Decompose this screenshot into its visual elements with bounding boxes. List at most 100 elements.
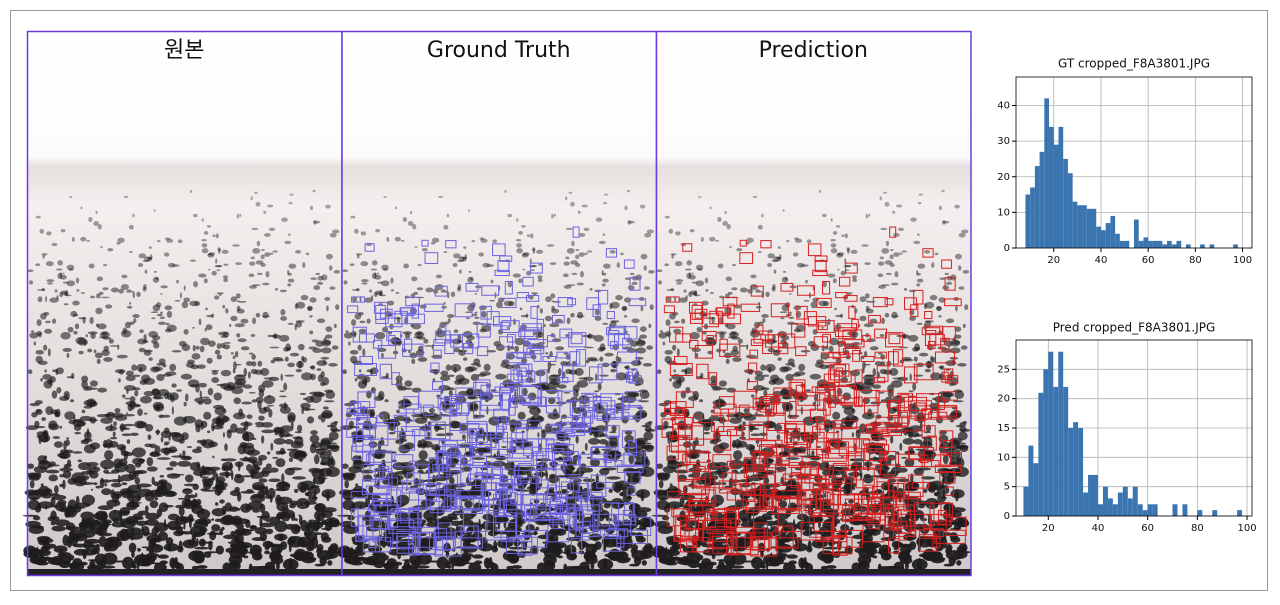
bar [1138, 504, 1143, 516]
bar [1162, 244, 1167, 248]
bar [1133, 487, 1138, 516]
y-tick-label: 0 [1004, 511, 1010, 522]
bar [1134, 220, 1139, 249]
bar [1030, 187, 1035, 248]
x-tick-label: 40 [1092, 523, 1105, 534]
x-tick-label: 80 [1189, 255, 1202, 266]
bar [1233, 244, 1238, 248]
bar [1143, 237, 1148, 248]
bar [1139, 241, 1144, 248]
bar [1025, 195, 1030, 248]
bar [1148, 504, 1153, 516]
bar [1167, 241, 1172, 248]
bar [1200, 244, 1205, 248]
bar [1068, 428, 1073, 516]
bar [1078, 428, 1083, 516]
y-tick-label: 30 [997, 136, 1010, 147]
panel-title: 원본 [164, 38, 204, 63]
bar [1063, 387, 1068, 516]
bar [1093, 475, 1098, 516]
bar [1087, 209, 1092, 248]
bar [1106, 223, 1111, 248]
bar [1068, 173, 1073, 248]
chart-title: Pred cropped_F8A3801.JPG [1053, 321, 1216, 335]
x-tick-label: 60 [1141, 523, 1154, 534]
bar [1092, 209, 1097, 248]
x-tick-label: 80 [1191, 523, 1204, 534]
bar [1118, 493, 1123, 516]
bar [1063, 159, 1068, 248]
bar [1023, 487, 1028, 516]
panel-title: Ground Truth [427, 38, 571, 63]
bar [1182, 504, 1187, 516]
bar [1082, 205, 1087, 248]
bar [1073, 202, 1078, 248]
bar [1101, 230, 1106, 248]
y-tick-label: 25 [997, 364, 1010, 375]
bar [1108, 498, 1113, 516]
bar [1143, 510, 1148, 516]
bar [1158, 241, 1163, 248]
y-tick-label: 10 [997, 207, 1010, 218]
x-tick-label: 60 [1142, 255, 1155, 266]
bar [1173, 504, 1178, 516]
bar [1128, 498, 1133, 516]
image-panel: Prediction [652, 31, 971, 576]
bar [1044, 98, 1049, 248]
bar [1028, 446, 1033, 516]
bar [1172, 244, 1177, 248]
bar [1088, 475, 1093, 516]
bar [1048, 352, 1053, 516]
y-tick-label: 10 [997, 452, 1010, 463]
image-panel: Ground Truth [337, 31, 656, 576]
x-tick-label: 40 [1095, 255, 1108, 266]
y-tick-label: 20 [997, 394, 1010, 405]
x-tick-label: 20 [1042, 523, 1055, 534]
bar [1125, 241, 1130, 248]
x-tick-label: 100 [1237, 523, 1256, 534]
bar [1054, 145, 1059, 248]
bar [1210, 244, 1215, 248]
bar [1103, 487, 1108, 516]
bar [1073, 422, 1078, 516]
bar [1186, 244, 1191, 248]
bar [1153, 241, 1158, 248]
y-tick-label: 0 [1004, 243, 1010, 254]
bar [1083, 493, 1088, 516]
x-tick-label: 100 [1233, 255, 1252, 266]
y-tick-label: 20 [997, 172, 1010, 183]
bar [1197, 510, 1202, 516]
bar [1110, 216, 1115, 248]
chart-title: GT cropped_F8A3801.JPG [1058, 57, 1210, 71]
y-tick-label: 5 [1004, 482, 1010, 493]
histogram: GT cropped_F8A3801.JPG 20 40 60 80 100 0 10 20 30… [997, 57, 1252, 267]
bar [1237, 510, 1242, 516]
bar [1098, 504, 1103, 516]
bar [1120, 241, 1125, 248]
bar [1077, 205, 1082, 248]
bar [1049, 127, 1054, 248]
bar [1096, 227, 1101, 248]
bar [1058, 352, 1063, 516]
bar [1123, 487, 1128, 516]
bar [1033, 463, 1038, 516]
bar [1035, 166, 1040, 248]
bar [1115, 234, 1120, 248]
bar [1040, 152, 1045, 248]
bar [1176, 241, 1181, 248]
bar [1058, 127, 1063, 248]
bar [1148, 241, 1153, 248]
bar [1113, 504, 1118, 516]
bar [1053, 387, 1058, 516]
bar [1212, 510, 1217, 516]
y-tick-label: 40 [997, 101, 1010, 112]
image-panel: 원본 [23, 31, 342, 576]
panel-title: Prediction [759, 38, 868, 63]
bar [1043, 369, 1048, 516]
bar [1038, 393, 1043, 516]
bar [1153, 504, 1158, 516]
x-tick-label: 20 [1047, 255, 1060, 266]
